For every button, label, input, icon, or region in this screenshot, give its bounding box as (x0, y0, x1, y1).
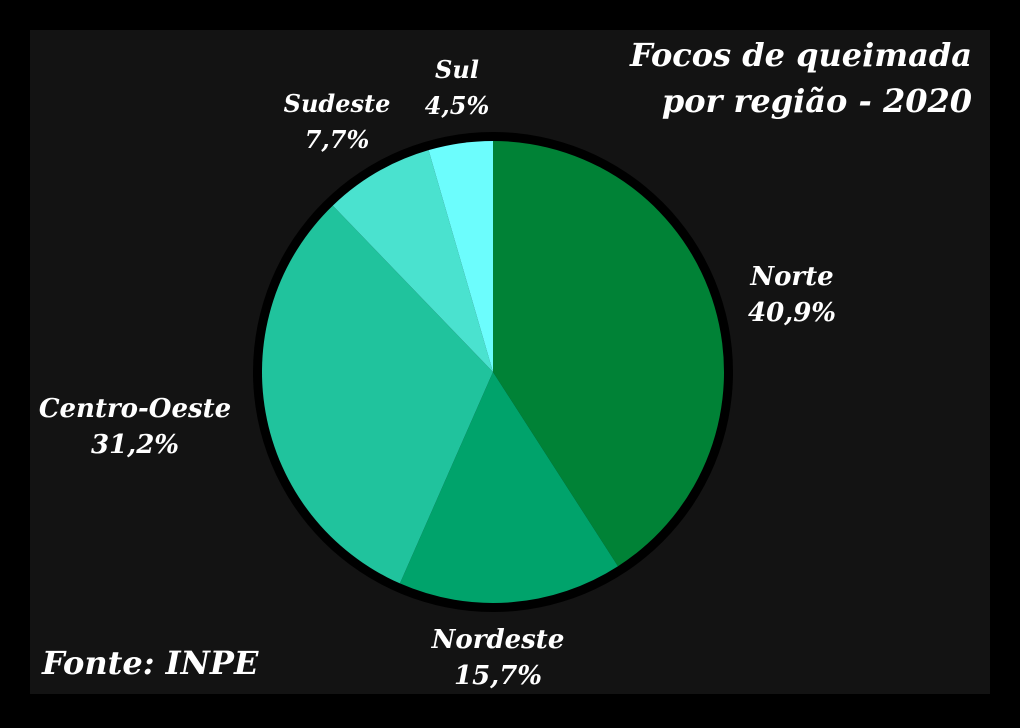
slice-value-label: 7,7% (305, 125, 370, 154)
pie-slices (253, 132, 733, 612)
slice-name-label: Centro-Oeste (39, 394, 231, 424)
slice-value-label: 4,5% (425, 91, 490, 120)
slice-value-label: 15,7% (454, 661, 542, 691)
pie-chart: Norte 40,9% Nordeste 15,7% Centro-Oeste 31,2%… (39, 55, 836, 691)
slice-name-label: Sul (435, 55, 479, 84)
pie-slice-norte (493, 141, 724, 567)
chart-title-line-2: por região - 2020 (661, 82, 972, 120)
slice-value-label: 31,2% (91, 430, 179, 460)
slice-name-label: Sudeste (284, 89, 391, 118)
slice-labels: Norte 40,9% Nordeste 15,7% Centro-Oeste 31,2%… (39, 55, 836, 691)
slice-name-label: Nordeste (431, 625, 565, 655)
pie-slice-nordeste (399, 372, 618, 603)
chart-title-line-1: Focos de queimada (629, 36, 972, 74)
slice-value-label: 40,9% (748, 298, 836, 328)
slice-name-label: Norte (749, 262, 833, 292)
pie-slice-sul (428, 141, 493, 372)
pie-slice-sudeste (332, 150, 493, 372)
pie-slice-centro-oeste (262, 205, 493, 584)
source-note: Fonte: INPE (42, 644, 259, 682)
chart-frame: Norte 40,9% Nordeste 15,7% Centro-Oeste 31,2%… (30, 30, 990, 694)
